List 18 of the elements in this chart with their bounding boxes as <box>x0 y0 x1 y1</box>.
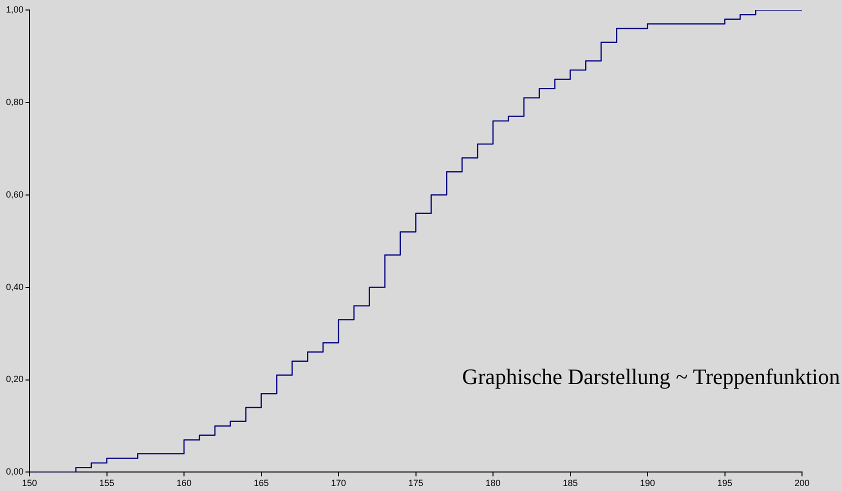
x-tick-label: 150 <box>22 478 38 488</box>
y-tick-label: 0,80 <box>6 96 24 107</box>
x-tick-label: 175 <box>408 478 424 488</box>
x-tick-label: 165 <box>254 478 269 488</box>
y-tick-label: 0,20 <box>6 374 24 384</box>
x-tick-label: 160 <box>176 478 192 488</box>
y-tick-label: 0,00 <box>6 466 24 477</box>
y-tick-label: 0,60 <box>6 189 24 200</box>
y-tick-label: 0,40 <box>6 282 24 292</box>
x-tick-label: 200 <box>794 478 810 488</box>
x-tick-label: 155 <box>99 478 114 488</box>
x-tick-label: 190 <box>640 478 656 488</box>
x-tick-label: 180 <box>485 478 501 488</box>
y-tick-label: 1,00 <box>6 4 24 14</box>
annotation: Graphische Darstellung ~ Treppenfunktion <box>462 364 840 390</box>
x-tick-label: 195 <box>717 478 732 488</box>
x-tick-label: 185 <box>562 478 578 488</box>
x-tick-label: 170 <box>330 478 346 488</box>
